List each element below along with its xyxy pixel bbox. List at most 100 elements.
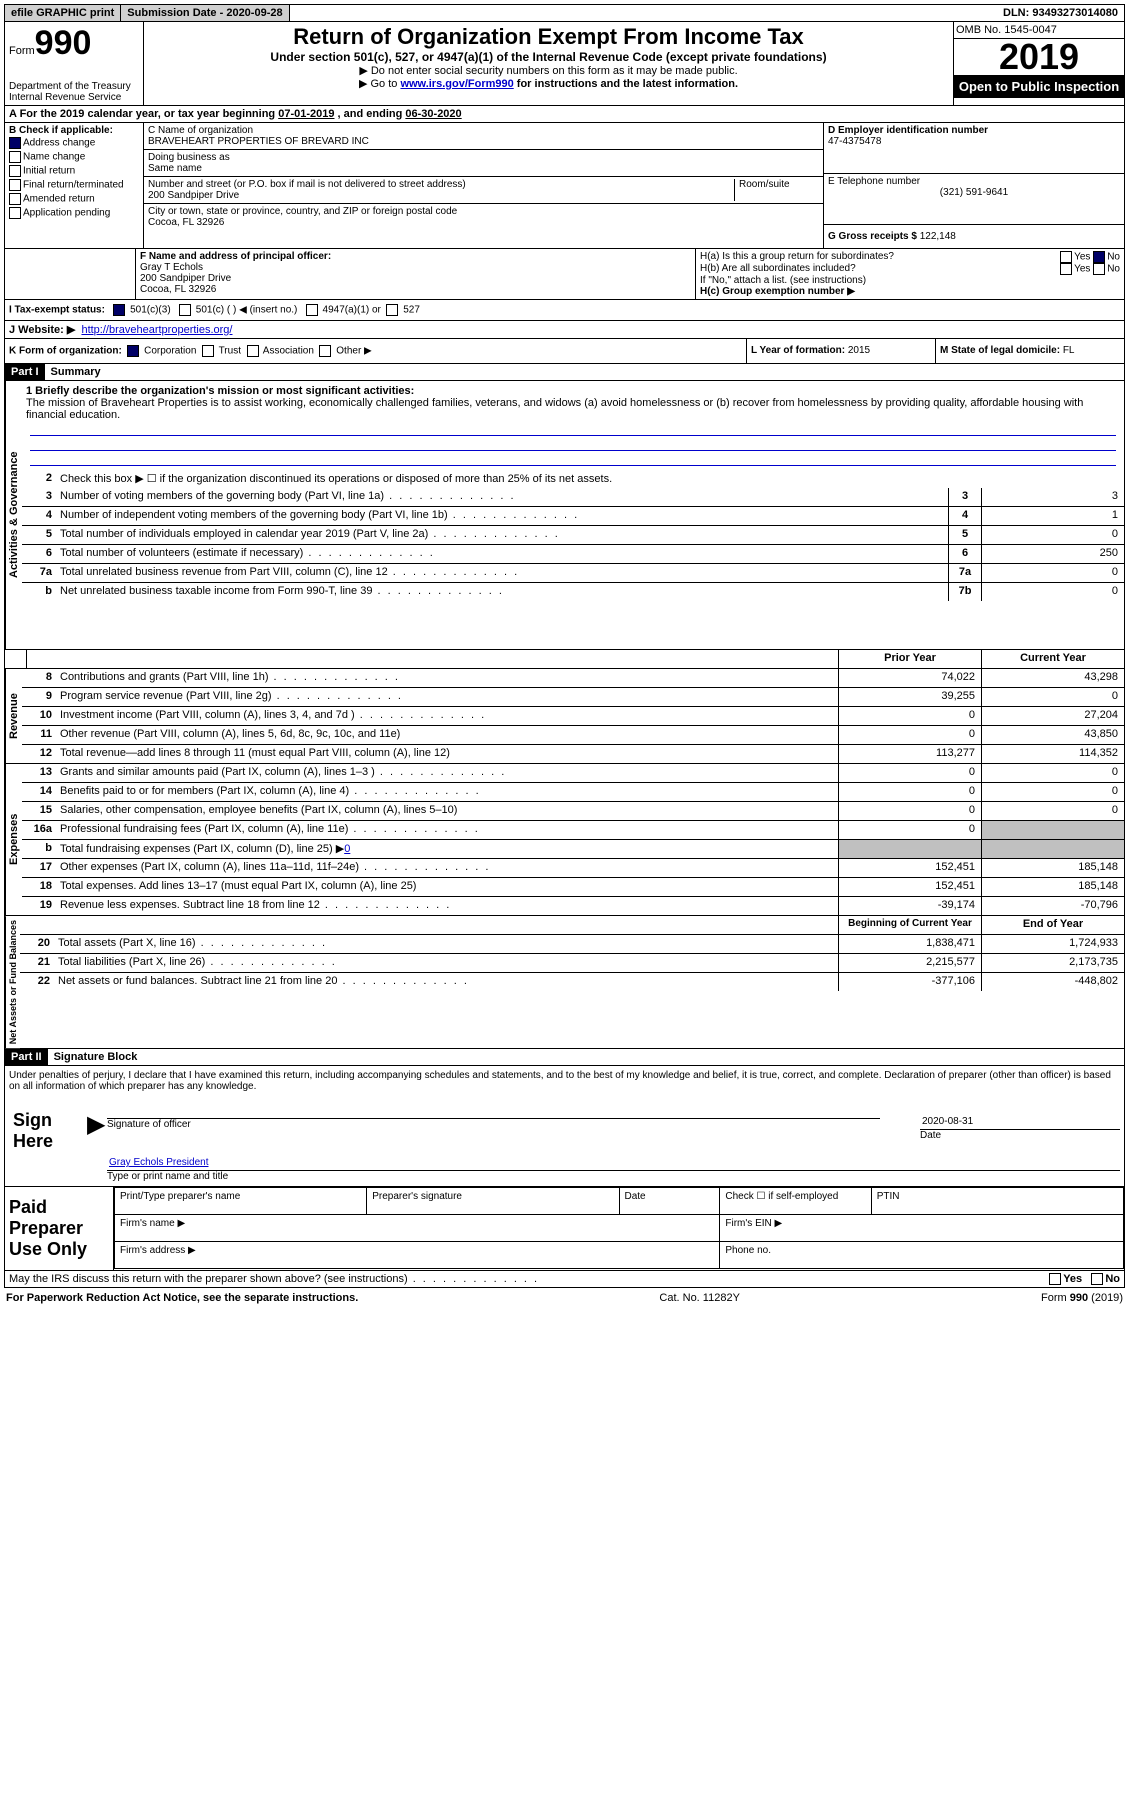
omb-cell: OMB No. 1545-0047 2019 Open to Public In… bbox=[954, 22, 1124, 105]
line7a-text: Total unrelated business revenue from Pa… bbox=[60, 566, 388, 578]
line13-num: 13 bbox=[22, 764, 56, 782]
corp-checkbox[interactable] bbox=[127, 345, 139, 357]
line5-desc: Total number of individuals employed in … bbox=[56, 526, 948, 544]
line22-eoy: -448,802 bbox=[981, 973, 1124, 991]
line12-desc: Total revenue—add lines 8 through 11 (mu… bbox=[56, 745, 838, 763]
line5-val: 0 bbox=[981, 526, 1124, 544]
officer-name-value[interactable]: Gray Echols President bbox=[107, 1155, 1120, 1171]
line15-prior: 0 bbox=[838, 802, 981, 820]
527-checkbox[interactable] bbox=[386, 304, 398, 316]
line7b-num: b bbox=[22, 583, 56, 601]
name-change-checkbox[interactable] bbox=[9, 151, 21, 163]
line7a-desc: Total unrelated business revenue from Pa… bbox=[56, 564, 948, 582]
hb-no-checkbox[interactable] bbox=[1093, 263, 1105, 275]
activities-tab: Activities & Governance bbox=[5, 381, 22, 649]
4947-checkbox[interactable] bbox=[306, 304, 318, 316]
amended-checkbox[interactable] bbox=[9, 193, 21, 205]
sign-here-section: Sign Here ▶ Signature of officer 2020-08… bbox=[4, 1096, 1125, 1187]
submission-date-label: Submission Date - bbox=[127, 7, 226, 19]
line14-current: 0 bbox=[981, 783, 1124, 801]
other-checkbox[interactable] bbox=[319, 345, 331, 357]
501c-checkbox[interactable] bbox=[179, 304, 191, 316]
form-header: Form990 Department of the Treasury Inter… bbox=[4, 22, 1125, 106]
line16b-num: b bbox=[22, 840, 56, 858]
501c3-checkbox[interactable] bbox=[113, 304, 125, 316]
expenses-body: 13Grants and similar amounts paid (Part … bbox=[22, 764, 1124, 915]
app-pending-checkbox[interactable] bbox=[9, 207, 21, 219]
line8-prior: 74,022 bbox=[838, 669, 981, 687]
submission-date-button[interactable]: Submission Date - 2020-09-28 bbox=[121, 5, 289, 21]
address-change-checkbox[interactable] bbox=[9, 137, 21, 149]
officer-label: F Name and address of principal officer: bbox=[140, 251, 691, 262]
gross-value: 122,148 bbox=[920, 231, 956, 242]
col-header-row: Prior YearCurrent Year bbox=[4, 650, 1125, 669]
hb-note: If "No," attach a list. (see instruction… bbox=[700, 275, 1120, 286]
hb-yes-checkbox[interactable] bbox=[1060, 263, 1072, 275]
line10-current: 27,204 bbox=[981, 707, 1124, 725]
ha-yes-checkbox[interactable] bbox=[1060, 251, 1072, 263]
l-value: 2015 bbox=[848, 345, 870, 356]
discuss-yes-checkbox[interactable] bbox=[1049, 1273, 1061, 1285]
line22-text: Net assets or fund balances. Subtract li… bbox=[58, 975, 337, 987]
line13-prior: 0 bbox=[838, 764, 981, 782]
page-footer: For Paperwork Reduction Act Notice, see … bbox=[4, 1288, 1125, 1308]
ha-no-label: No bbox=[1107, 252, 1120, 263]
line16a-num: 16a bbox=[22, 821, 56, 839]
form-subtitle-3: Go to www.irs.gov/Form990 for instructio… bbox=[148, 77, 949, 90]
irs-form990-link[interactable]: www.irs.gov/Form990 bbox=[400, 78, 513, 90]
firm-name-label: Firm's name ▶ bbox=[115, 1215, 720, 1242]
org-name-cell: C Name of organization BRAVEHEART PROPER… bbox=[144, 123, 823, 150]
i-label: I Tax-exempt status: bbox=[9, 305, 105, 316]
part2-bar: Part II bbox=[5, 1049, 48, 1065]
line22-num: 22 bbox=[20, 973, 54, 991]
assoc-checkbox[interactable] bbox=[247, 345, 259, 357]
line4-box: 4 bbox=[948, 507, 981, 525]
discuss-no-label: No bbox=[1105, 1273, 1120, 1285]
line7b-box: 7b bbox=[948, 583, 981, 601]
line4-desc: Number of independent voting members of … bbox=[56, 507, 948, 525]
colhdr-desc bbox=[61, 650, 838, 668]
line16a-prior: 0 bbox=[838, 821, 981, 839]
line6-box: 6 bbox=[948, 545, 981, 563]
line16b-val-link[interactable]: 0 bbox=[344, 843, 350, 855]
col-c: C Name of organization BRAVEHEART PROPER… bbox=[144, 123, 824, 248]
klm-row: K Form of organization: Corporation Trus… bbox=[4, 339, 1125, 364]
form-word: Form bbox=[9, 45, 35, 57]
initial-return-checkbox[interactable] bbox=[9, 165, 21, 177]
col-b: B Check if applicable: Address change Na… bbox=[5, 123, 144, 248]
line16b-current bbox=[981, 840, 1124, 858]
year-mid: , and ending bbox=[338, 108, 406, 120]
line16b-desc: Total fundraising expenses (Part IX, col… bbox=[56, 840, 838, 858]
current-year-header: Current Year bbox=[981, 650, 1124, 668]
line7b-text: Net unrelated business taxable income fr… bbox=[60, 585, 372, 597]
phone-label: E Telephone number bbox=[828, 176, 1120, 187]
final-return-row: Final return/terminated bbox=[9, 178, 139, 192]
dept-line1: Department of the Treasury bbox=[9, 81, 139, 92]
paid-preparer-section: Paid Preparer Use Only Print/Type prepar… bbox=[4, 1187, 1125, 1271]
footer-form-num: 990 bbox=[1070, 1292, 1088, 1304]
line22-boy: -377,106 bbox=[838, 973, 981, 991]
discuss-no-checkbox[interactable] bbox=[1091, 1273, 1103, 1285]
website-link[interactable]: http://braveheartproperties.org/ bbox=[81, 324, 232, 336]
line19-text: Revenue less expenses. Subtract line 18 … bbox=[60, 899, 320, 911]
footer-left: For Paperwork Reduction Act Notice, see … bbox=[6, 1292, 358, 1304]
ha-no-checkbox[interactable] bbox=[1093, 251, 1105, 263]
line16a-current bbox=[981, 821, 1124, 839]
dln-label: DLN: bbox=[1003, 7, 1032, 19]
line20-num: 20 bbox=[20, 935, 54, 953]
line14-num: 14 bbox=[22, 783, 56, 801]
line6-val: 250 bbox=[981, 545, 1124, 563]
org-name: BRAVEHEART PROPERTIES OF BREVARD INC bbox=[148, 136, 819, 147]
final-return-checkbox[interactable] bbox=[9, 179, 21, 191]
colhdr-spacer bbox=[5, 650, 27, 668]
tax-exempt-cell: I Tax-exempt status: 501(c)(3) 501(c) ( … bbox=[5, 300, 704, 320]
colhdr-body: Prior YearCurrent Year bbox=[27, 650, 1124, 668]
efile-print-button[interactable]: efile GRAPHIC print bbox=[5, 5, 121, 21]
form-subtitle-1: Under section 501(c), 527, or 4947(a)(1)… bbox=[148, 50, 949, 64]
form-title: Return of Organization Exempt From Incom… bbox=[148, 24, 949, 50]
sign-date-label: Date bbox=[920, 1130, 1120, 1141]
trust-checkbox[interactable] bbox=[202, 345, 214, 357]
line14-prior: 0 bbox=[838, 783, 981, 801]
colhdr-num bbox=[27, 650, 61, 668]
line7a-num: 7a bbox=[22, 564, 56, 582]
